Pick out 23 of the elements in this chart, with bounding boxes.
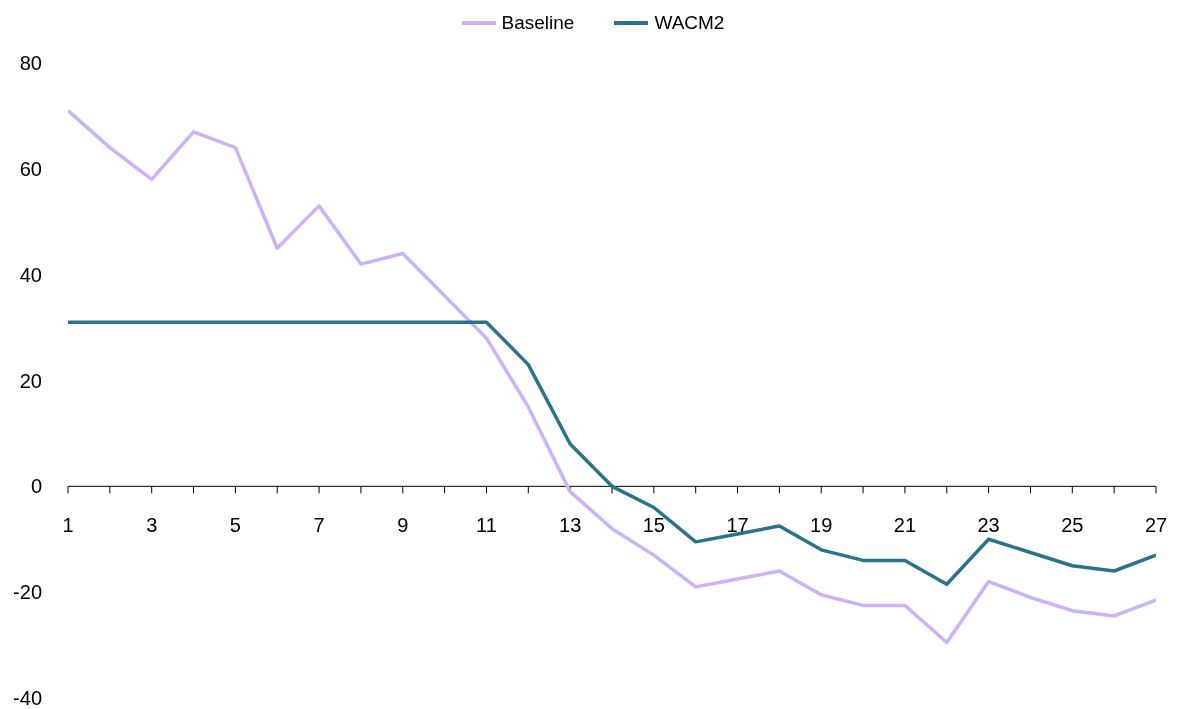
x-tick-label: 11 [476, 514, 497, 537]
y-tick-label: 20 [19, 369, 42, 392]
legend-label: WACM2 [654, 12, 725, 34]
x-tick-label: 13 [559, 514, 582, 537]
y-tick-label: 0 [30, 475, 42, 498]
y-tick-label: -40 [13, 687, 42, 709]
x-tick-label: 17 [726, 514, 749, 537]
x-tick-label: 5 [229, 514, 241, 537]
y-tick-label: 80 [19, 52, 42, 75]
legend-label: Baseline [501, 12, 575, 34]
x-tick-label: 3 [146, 514, 158, 537]
y-tick-label: 40 [19, 263, 42, 286]
y-tick-label: 60 [19, 157, 42, 180]
x-tick-label: 15 [642, 514, 665, 537]
x-tick-label: 27 [1144, 514, 1168, 537]
x-tick-label: 9 [397, 514, 409, 537]
x-tick-label: 7 [313, 514, 325, 537]
x-tick-label: 23 [977, 514, 1000, 537]
x-tick-label: 1 [62, 514, 74, 537]
x-tick-label: 19 [810, 514, 833, 537]
x-tick-label: 25 [1061, 514, 1084, 537]
y-tick-label: -20 [13, 581, 42, 604]
x-tick-label: 21 [893, 514, 917, 537]
